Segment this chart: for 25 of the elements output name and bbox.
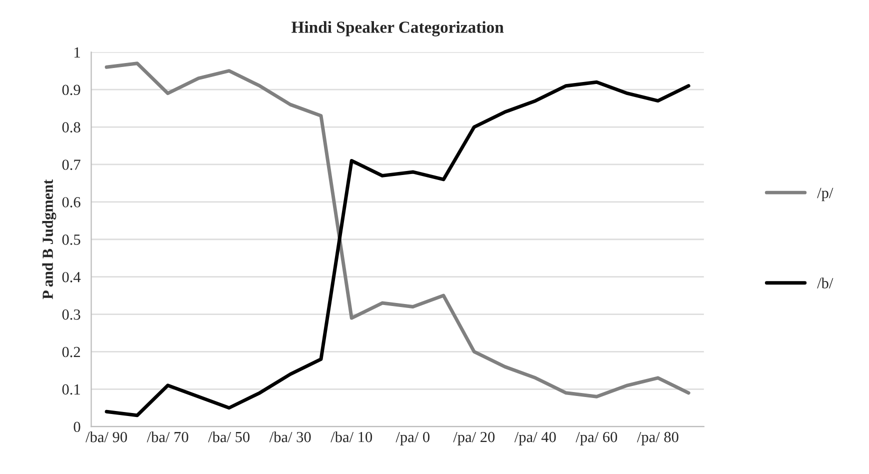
x-tick-label: /pa/ 60 bbox=[576, 432, 618, 446]
x-tick-label: /ba/ 10 bbox=[330, 431, 372, 442]
x-tick-label: /ba/ 30 bbox=[269, 431, 311, 442]
y-tick-label: 0.4 bbox=[62, 272, 81, 282]
y-tick-label: 0.6 bbox=[62, 197, 80, 208]
x-tick-label: /pa/ 40 bbox=[514, 432, 556, 446]
chart-title: Hindi Speaker Categorization bbox=[292, 21, 504, 36]
y-tick-label: 1 bbox=[74, 47, 80, 58]
x-tick-label: /ba/ 50 bbox=[208, 431, 250, 442]
y-tick-label: 0.8 bbox=[62, 122, 80, 133]
x-tick-label: /pa/ 80 bbox=[636, 432, 678, 446]
y-tick-label: 0.2 bbox=[62, 346, 80, 358]
x-tick-label: /pa/ 0 bbox=[396, 432, 430, 446]
x-tick-label: /pa/ 20 bbox=[453, 432, 495, 446]
x-tick-label: /ba/ 90 bbox=[86, 431, 127, 442]
legend-label: /p/ bbox=[817, 188, 834, 202]
y-tick-label: 0.5 bbox=[62, 234, 80, 245]
y-tick-label: 0 bbox=[74, 422, 80, 432]
y-tick-label: 0.3 bbox=[62, 309, 80, 320]
x-tick-label: /ba/ 70 bbox=[146, 431, 188, 442]
legend-label: /b/ bbox=[817, 278, 834, 288]
y-axis-title: P and B Judgment bbox=[42, 179, 56, 300]
y-tick-label: 0.9 bbox=[62, 84, 80, 96]
y-tick-label: 0.7 bbox=[62, 160, 80, 170]
y-tick-label: 0.1 bbox=[62, 384, 80, 395]
